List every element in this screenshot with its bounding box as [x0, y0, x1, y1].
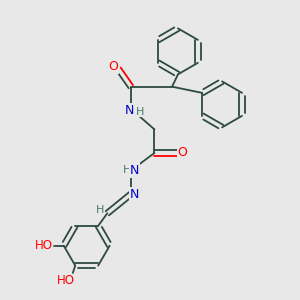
Text: O: O	[178, 146, 187, 159]
Text: H: H	[123, 165, 131, 175]
Text: HO: HO	[35, 239, 53, 252]
Text: HO: HO	[56, 274, 74, 287]
Text: N: N	[125, 104, 134, 117]
Text: H: H	[96, 205, 104, 215]
Text: N: N	[130, 188, 139, 201]
Text: H: H	[136, 107, 144, 117]
Text: O: O	[108, 60, 118, 73]
Text: N: N	[130, 164, 139, 177]
